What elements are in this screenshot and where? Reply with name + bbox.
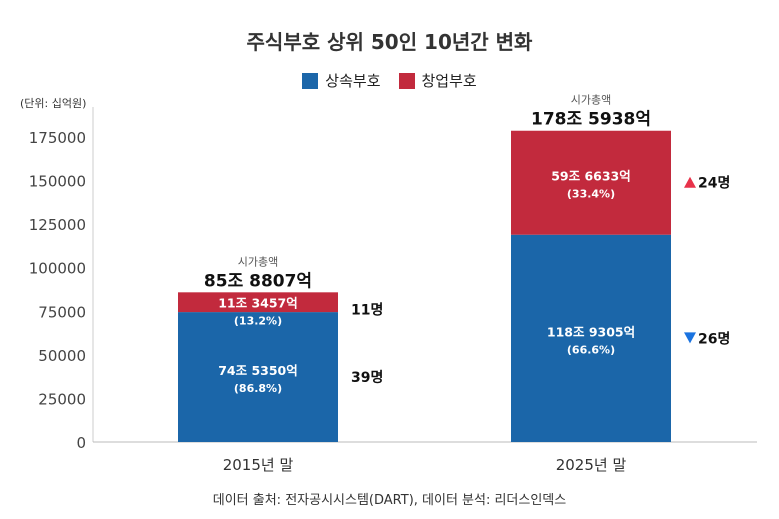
y-tick-label: 0 <box>76 434 86 452</box>
x-tick-label: 2025년 말 <box>556 456 627 474</box>
legend-swatch <box>398 72 415 89</box>
y-tick-label: 75000 <box>38 303 86 321</box>
data-label: 11조 3457억 <box>218 295 298 310</box>
bar-segment <box>511 130 671 235</box>
count-label: 26명 <box>698 330 730 347</box>
y-tick-label: 100000 <box>29 260 86 278</box>
legend-item-inherited: 상속부호 <box>302 70 381 91</box>
data-label-pct: (13.2%) <box>234 314 282 327</box>
legend-item-founder: 창업부호 <box>398 70 477 91</box>
y-tick-label: 175000 <box>29 129 86 147</box>
bar-segment <box>178 292 338 313</box>
legend-label: 창업부호 <box>421 72 477 90</box>
data-label: 59조 6633억 <box>551 169 631 184</box>
legend: 상속부호 창업부호 <box>0 70 779 91</box>
total-label: 85조 8807억 <box>204 271 312 291</box>
count-label: 39명 <box>351 369 383 386</box>
total-label: 178조 5938억 <box>531 110 651 130</box>
count-label: 11명 <box>351 301 383 318</box>
y-tick-label: 150000 <box>29 173 86 191</box>
total-caption: 시가총액 <box>238 255 278 268</box>
bar-segment <box>178 312 338 442</box>
source-note: 데이터 출처: 전자공시시스템(DART), 데이터 분석: 리더스인덱스 <box>212 493 567 508</box>
triangle-up-icon <box>684 176 696 188</box>
data-label-pct: (66.6%) <box>567 343 615 356</box>
total-caption: 시가총액 <box>571 94 611 107</box>
chart-title: 주식부호 상위 50인 10년간 변화 <box>246 30 533 54</box>
unit-label: (단위: 십억원) <box>20 97 87 110</box>
data-label: 118조 9305억 <box>547 324 635 339</box>
data-label: 74조 5350억 <box>218 363 298 378</box>
y-tick-label: 125000 <box>29 216 86 234</box>
y-tick-label: 50000 <box>38 347 86 365</box>
x-tick-label: 2015년 말 <box>223 456 294 474</box>
legend-label: 상속부호 <box>325 72 381 90</box>
y-tick-label: 25000 <box>38 390 86 408</box>
data-label-pct: (86.8%) <box>234 382 282 395</box>
count-label: 24명 <box>698 175 730 192</box>
legend-swatch <box>302 72 319 89</box>
bar-segment <box>511 234 671 442</box>
data-label-pct: (33.4%) <box>567 188 615 201</box>
triangle-down-icon <box>684 332 696 344</box>
